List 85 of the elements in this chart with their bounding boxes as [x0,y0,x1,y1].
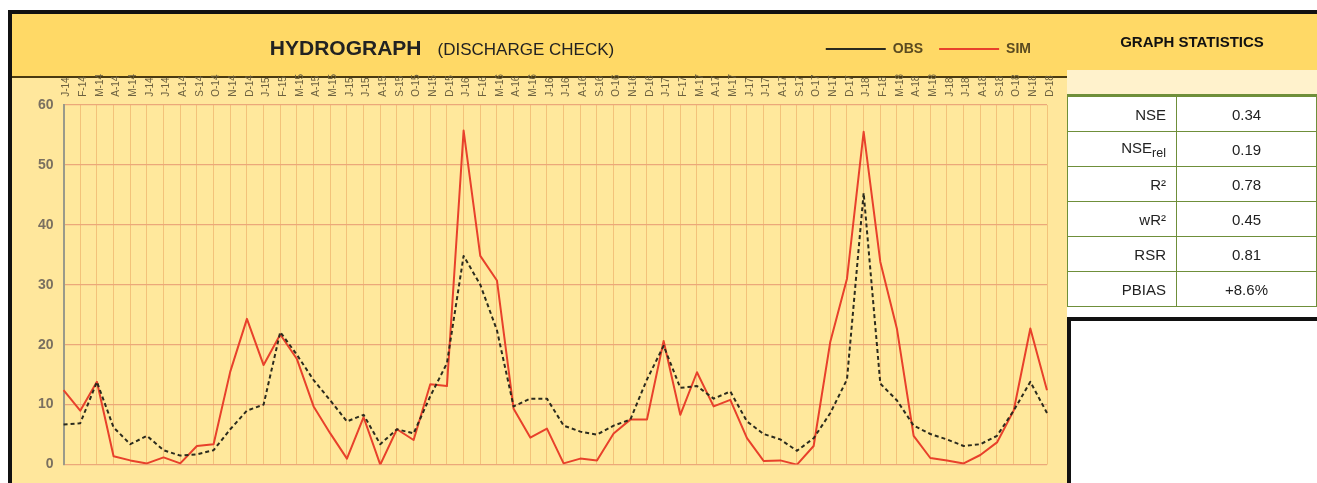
x-tick-label: O-14 [210,74,222,97]
x-tick-label: S-14 [193,75,205,97]
y-tick-label: 50 [37,155,54,172]
text: 0.19 [1176,131,1317,167]
x-tick-label: M-17 [727,73,739,97]
x-tick-label: M-14 [127,73,138,97]
x-tick-label: S-17 [793,75,805,97]
text: +8.6% [1176,271,1317,307]
x-tick-label: S-15 [393,75,405,97]
x-tick-label: A-16 [510,75,522,97]
x-tick-label: J-14 [160,76,172,97]
x-tick-label: J-17 [743,76,755,97]
legend-label: OBS [892,39,924,56]
text: GRAPH STATISTICS [1067,14,1317,70]
x-tick-label: J-15 [343,76,355,97]
x-tick-label: D-15 [443,74,455,97]
x-tick-label: S-18 [993,75,1005,97]
x-tick-label: A-18 [910,75,922,97]
text: RSR [1067,236,1177,272]
text: 0.34 [1176,96,1317,132]
y-tick-label: 10 [37,395,54,412]
x-tick-label: M-16 [493,73,505,97]
y-tick-label: 30 [37,275,54,292]
x-tick-label: F-14 [76,75,88,97]
chart-subtitle: (DISCHARGE CHECK) [437,40,615,59]
x-tick-label: D-17 [843,74,855,97]
x-tick-label: J-16 [460,76,472,97]
x-tick-label: M-18 [893,73,905,97]
x-tick-label: M-15 [327,73,339,97]
x-tick-label: A-17 [777,75,789,97]
text: PBIAS [1067,271,1177,307]
x-tick-label: J-16 [543,76,555,97]
x-tick-label: J-17 [660,76,672,97]
x-tick-label: D-16 [643,74,655,97]
x-tick-label: N-18 [1027,74,1039,97]
x-tick-label: M-17 [693,73,705,97]
text: NSE [1067,96,1177,132]
x-tick-label: J-14 [60,76,72,97]
x-tick-label: F-17 [677,75,689,97]
x-tick-label: M-14 [93,73,105,97]
x-tick-label: A-14 [110,75,122,97]
x-tick-label: A-14 [177,75,188,97]
text: 0.45 [1176,201,1317,237]
x-tick-label: O-15 [410,74,422,97]
x-tick-label: J-16 [560,76,572,97]
x-tick-label: A-15 [377,75,389,97]
y-tick-label: 20 [37,335,54,352]
y-tick-label: 60 [37,95,54,112]
text: R² [1067,166,1177,202]
x-tick-label: M-18 [927,73,939,97]
x-tick-label: J-17 [760,76,772,97]
x-tick-label: D-18 [1043,74,1055,97]
x-tick-label: F-18 [877,75,889,97]
x-tick-label: N-16 [627,74,639,97]
x-tick-label: A-15 [310,75,322,97]
x-tick-label: O-18 [1010,74,1022,97]
text: 0.78 [1176,166,1317,202]
x-tick-label: A-18 [977,75,989,97]
text: NSE$_{rel}$ [1067,131,1177,167]
x-tick-label: J-15 [260,76,272,97]
x-tick-label: A-16 [577,75,589,97]
x-tick-label: N-17 [827,74,839,97]
x-tick-label: S-16 [593,75,605,97]
x-tick-label: M-15 [293,73,305,97]
y-tick-label: 0 [45,455,54,472]
x-tick-label: D-14 [243,74,255,97]
x-tick-label: F-15 [277,75,289,97]
x-tick-label: M-16 [527,73,539,97]
x-tick-label: O-17 [810,74,822,97]
x-tick-label: J-14 [143,76,155,97]
x-tick-label: O-16 [610,74,622,97]
text: wR² [1067,201,1177,237]
line-series [62,191,1048,457]
text: 0.81 [1176,236,1317,272]
x-tick-label: N-15 [427,74,439,97]
legend-label: SIM [1006,39,1031,56]
x-tick-label: A-17 [710,75,722,97]
x-tick-label: F-16 [477,75,489,97]
x-tick-label: J-18 [960,76,972,97]
chart-title: HYDROGRAPH [269,36,422,59]
y-tick-label: 40 [37,215,54,232]
x-tick-label: J-18 [943,76,955,97]
x-tick-label: J-15 [360,76,372,97]
x-tick-label: N-14 [227,74,238,97]
x-tick-label: J-18 [860,76,872,97]
